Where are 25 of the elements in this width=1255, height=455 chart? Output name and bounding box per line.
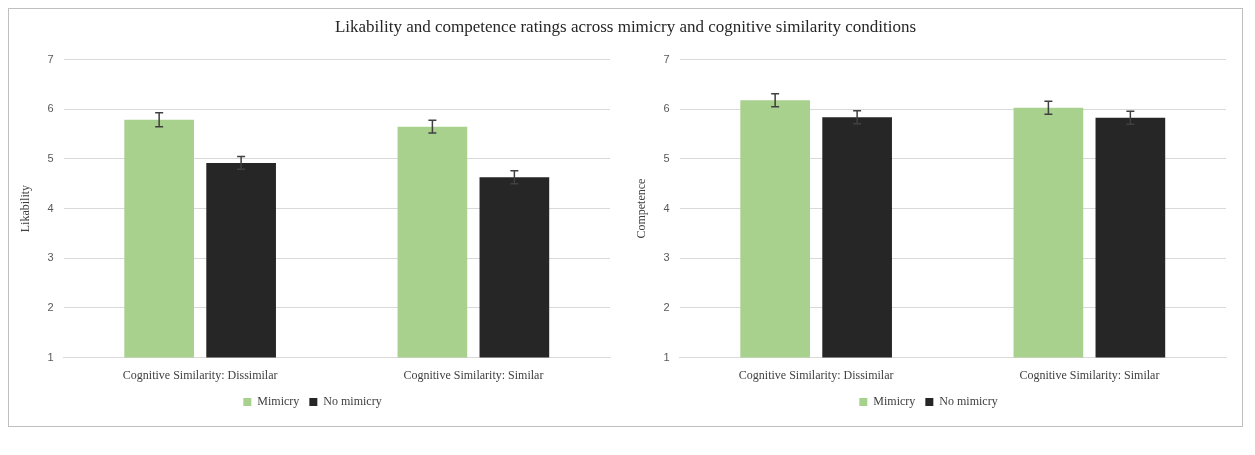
y-axis-title: Likability bbox=[18, 184, 33, 233]
y-tick-label: 7 bbox=[47, 52, 54, 65]
x-tick-label: Cognitive Similarity: Similar bbox=[403, 367, 544, 382]
y-tick-label: 5 bbox=[47, 151, 54, 164]
legend-label: No mimicry bbox=[939, 394, 998, 409]
legend-label: No mimicry bbox=[323, 394, 382, 409]
x-tick-label: Cognitive Similarity: Dissimilar bbox=[739, 367, 894, 382]
x-tick-label: Cognitive Similarity: Similar bbox=[1019, 367, 1160, 382]
legend-label: Mimicry bbox=[873, 394, 916, 409]
y-tick-label: 3 bbox=[663, 251, 670, 264]
y-axis-title: Competence bbox=[634, 178, 649, 239]
y-tick-label: 7 bbox=[663, 52, 670, 65]
x-tick-label: Cognitive Similarity: Dissimilar bbox=[122, 367, 278, 382]
legend-label: Mimicry bbox=[257, 394, 300, 409]
y-tick-label: 2 bbox=[663, 300, 670, 313]
y-tick-label: 2 bbox=[47, 300, 54, 313]
y-tick-label: 4 bbox=[47, 201, 54, 214]
y-tick-label: 6 bbox=[47, 102, 54, 115]
chart-title: Likability and competence ratings across mimicry and cognitive similarity conditions bbox=[333, 17, 918, 37]
y-tick-label: 6 bbox=[663, 102, 670, 115]
y-tick-label: 5 bbox=[663, 151, 670, 164]
y-tick-label: 3 bbox=[47, 251, 54, 264]
y-tick-label: 4 bbox=[663, 201, 670, 214]
y-tick-label: 1 bbox=[663, 350, 670, 363]
y-tick-label: 1 bbox=[47, 350, 54, 363]
